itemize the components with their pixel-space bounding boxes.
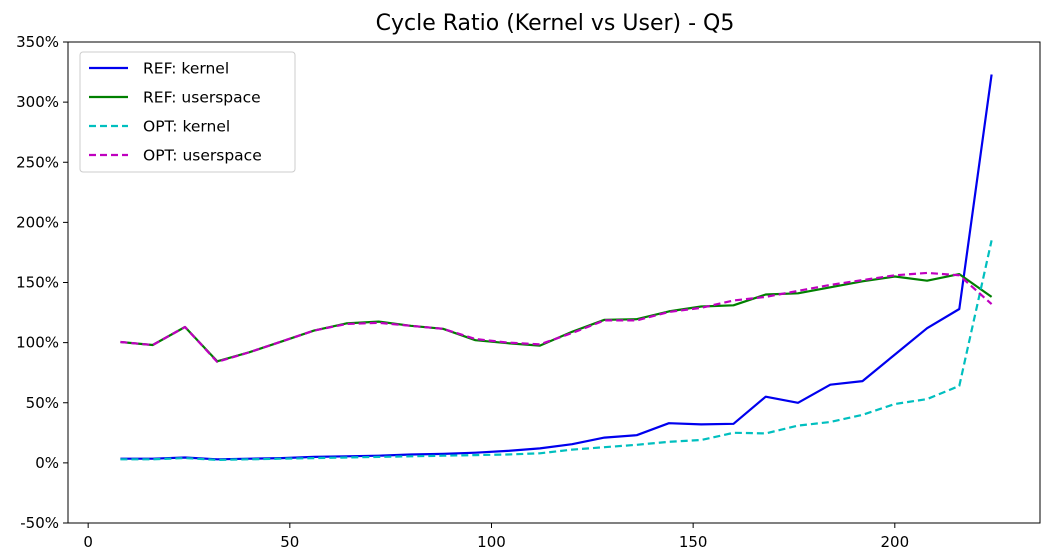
x-tick-label: 50 [280, 533, 299, 551]
chart-title: Cycle Ratio (Kernel vs User) - Q5 [376, 11, 735, 36]
legend: REF: kernel REF: userspace OPT: kernel OPT:… [79, 51, 296, 173]
series-line-3 [120, 271, 993, 363]
series-line-2 [120, 240, 993, 461]
x-tick-label: 0 [83, 533, 93, 551]
y-tick-label: 250% [16, 153, 59, 171]
plot-frame [67, 41, 1041, 524]
series-line-1 [120, 273, 993, 363]
y-tick-label: -50% [20, 514, 59, 532]
axis-ticks: -50% 0% 50% 100% 150% 200% 250% 300% 350% 0 50 100 1… [16, 33, 909, 551]
y-tick-label: 150% [16, 274, 59, 292]
legend-label: OPT: userspace [143, 147, 262, 165]
legend-label: REF: userspace [143, 89, 261, 107]
x-tick-label: 200 [880, 533, 909, 551]
legend-box [79, 51, 296, 173]
y-tick-label: 100% [16, 334, 59, 352]
y-tick-label: 200% [16, 213, 59, 231]
legend-label: REF: kernel [143, 60, 229, 78]
y-tick-label: 0% [35, 454, 59, 472]
x-tick-label: 150 [679, 533, 708, 551]
y-tick-label: 300% [16, 93, 59, 111]
legend-label: OPT: kernel [143, 118, 230, 136]
y-tick-label: 350% [16, 33, 59, 51]
series-lines [120, 74, 993, 461]
x-tick-label: 100 [477, 533, 506, 551]
y-tick-label: 50% [26, 394, 59, 412]
